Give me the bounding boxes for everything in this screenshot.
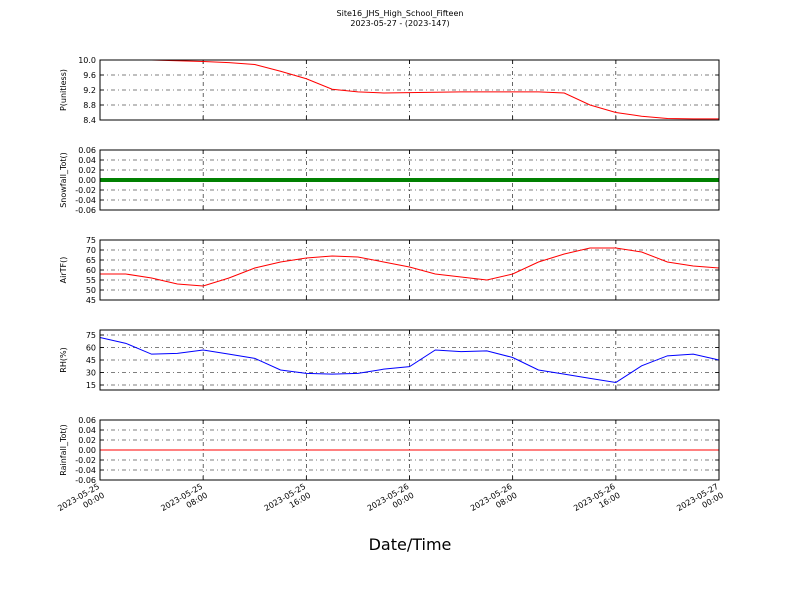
y-tick-label: 45 — [86, 356, 96, 365]
y-axis-title: AirTF() — [59, 257, 68, 284]
y-axis-title: RH(%) — [59, 347, 68, 372]
series-line — [99, 337, 720, 384]
y-tick-label: 60 — [86, 266, 96, 275]
y-axis-title: Rainfall_Tot() — [59, 424, 68, 476]
y-tick-label: 50 — [86, 286, 96, 295]
y-tick-label: 9.2 — [83, 86, 96, 95]
series-line — [100, 247, 720, 287]
y-tick-label: 15 — [86, 381, 96, 390]
chart-subtitle: 2023-05-27 - (2023-147) — [350, 19, 449, 28]
plot-frame — [99, 419, 720, 481]
plot-frame — [99, 149, 720, 211]
y-tick-label: 70 — [86, 246, 96, 255]
y-axis-title: Snowfall_Tot() — [59, 152, 68, 208]
y-tick-label: -0.02 — [75, 186, 96, 195]
y-tick-label: 8.8 — [83, 101, 96, 110]
y-tick-label: 30 — [86, 369, 96, 378]
y-tick-label: 0.00 — [78, 176, 96, 185]
y-tick-label: 75 — [86, 236, 96, 245]
y-tick-label: -0.06 — [75, 476, 96, 485]
y-tick-label: -0.04 — [75, 196, 96, 205]
series-line — [100, 59, 719, 120]
y-tick-label: 8.4 — [83, 116, 96, 125]
chart-title: Site16_JHS_High_School_Fifteen — [337, 9, 464, 18]
y-tick-label: 0.06 — [78, 416, 96, 425]
y-tick-label: -0.02 — [75, 456, 96, 465]
y-tick-label: 0.00 — [78, 446, 96, 455]
y-tick-label: 65 — [86, 256, 96, 265]
y-tick-label: 0.04 — [78, 156, 96, 165]
y-tick-label: -0.06 — [75, 206, 96, 215]
plot-frame — [99, 59, 720, 121]
y-tick-label: 0.06 — [78, 146, 96, 155]
y-tick-label: 45 — [86, 296, 96, 305]
y-tick-label: 9.6 — [83, 71, 96, 80]
y-tick-label: 0.04 — [78, 426, 96, 435]
y-tick-label: -0.04 — [75, 466, 96, 475]
y-tick-label: 75 — [86, 331, 96, 340]
plot-frame — [99, 239, 720, 301]
plot-frame — [99, 329, 720, 391]
y-tick-label: 10.0 — [78, 56, 96, 65]
y-axis-title: P(unitless) — [59, 69, 68, 111]
y-tick-label: 60 — [86, 344, 96, 353]
y-tick-label: 55 — [86, 276, 96, 285]
x-axis-title: Date/Time — [369, 535, 452, 554]
y-tick-label: 0.02 — [78, 166, 96, 175]
y-tick-label: 0.02 — [78, 436, 96, 445]
